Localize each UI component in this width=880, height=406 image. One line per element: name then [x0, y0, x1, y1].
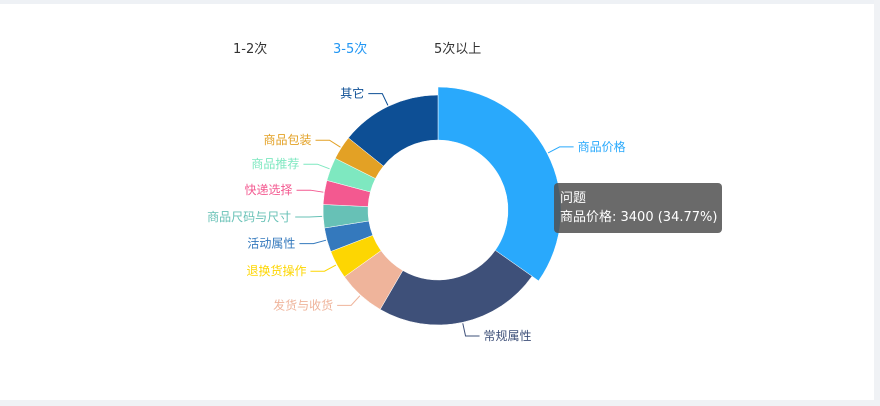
chart-card [0, 4, 874, 400]
tooltip-value: 商品价格: 3400 (34.77%) [560, 210, 718, 225]
label-leader-line [303, 163, 330, 170]
donut-slice[interactable] [348, 94, 439, 167]
label-leader-line [310, 264, 337, 272]
chart-tooltip: 问题 商品价格: 3400 (34.77%) [554, 183, 722, 233]
tab-1-2-times[interactable]: 1-2次 [233, 42, 268, 57]
slice-label: 商品价格 [578, 139, 626, 154]
slice-label: 发货与收货 [273, 297, 333, 312]
label-leader-line [462, 323, 480, 337]
slice-label: 商品尺码与尺寸 [207, 209, 291, 224]
tab-3-5-times[interactable]: 3-5次 [333, 42, 368, 57]
label-leader-line [295, 215, 323, 218]
label-leader-line [368, 93, 389, 106]
label-leader-line [337, 295, 361, 306]
slice-label: 退换货操作 [246, 263, 306, 278]
label-leader-line [315, 139, 341, 148]
tab-5-plus-times[interactable]: 5次以上 [434, 42, 482, 57]
tooltip-title: 问题 [560, 191, 587, 206]
label-leader-line [547, 146, 574, 154]
slice-label: 商品包装 [264, 132, 312, 147]
slice-label: 常规属性 [484, 328, 532, 343]
top-divider [0, 0, 880, 4]
slice-label: 商品推荐 [251, 156, 299, 171]
donut-slice[interactable] [437, 86, 562, 282]
donut-slice[interactable] [379, 249, 533, 326]
scrollbar-track[interactable] [874, 0, 880, 406]
slice-label: 其它 [340, 86, 364, 101]
label-leader-line [299, 239, 327, 245]
label-leader-line [296, 189, 324, 193]
slice-label: 活动属性 [247, 237, 295, 251]
slice-label: 快递选择 [245, 183, 293, 197]
